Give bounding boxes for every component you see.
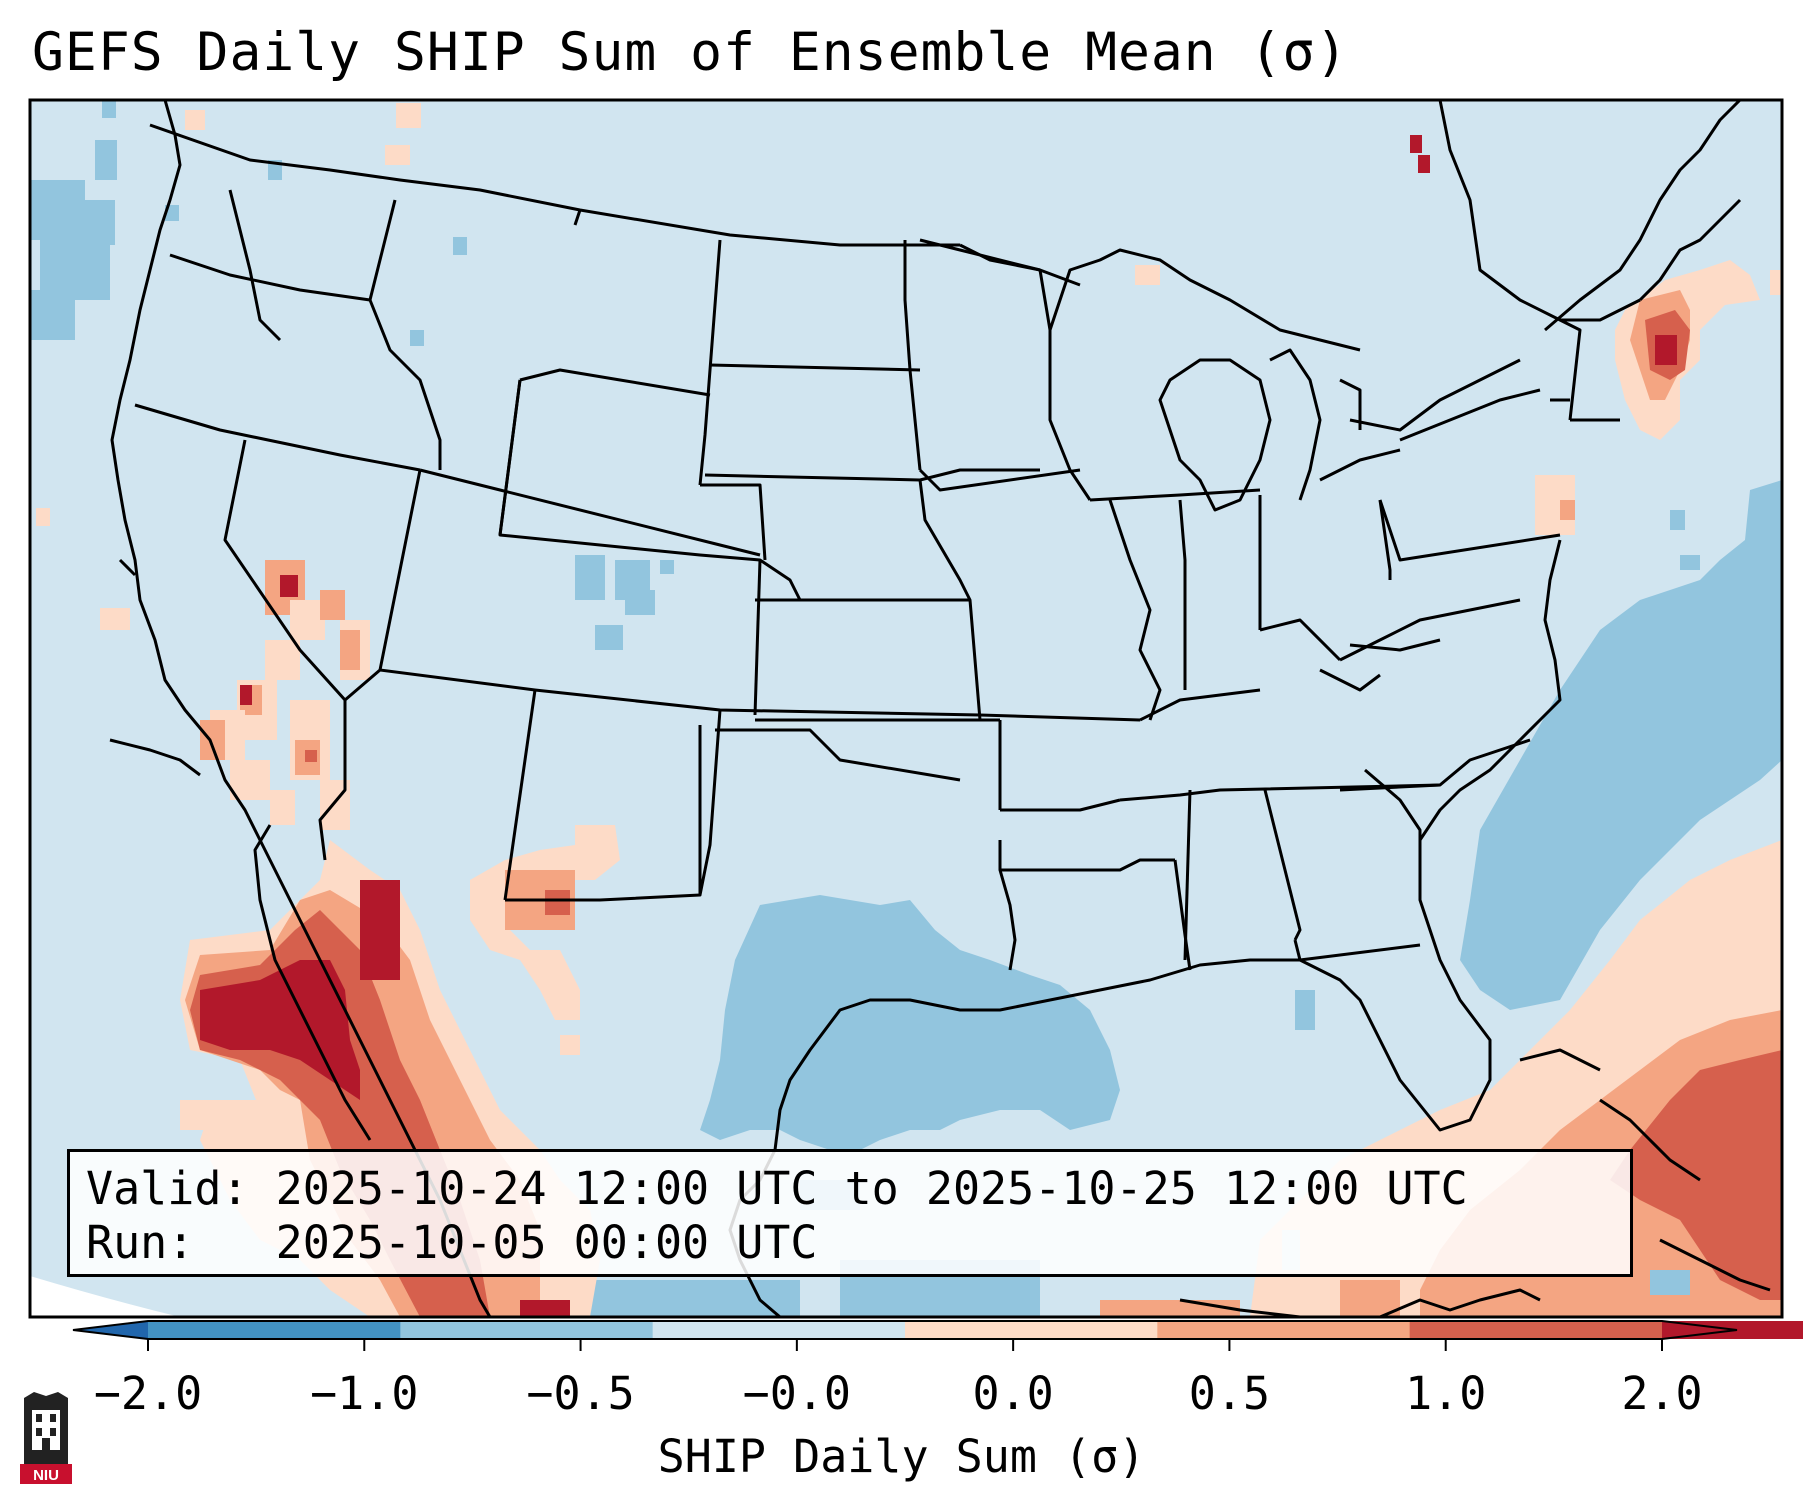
colorbar-tick-label: −2.0 xyxy=(93,1367,203,1420)
niu-logo: NIU xyxy=(20,1392,72,1484)
colorbar-tick-label: 1.0 xyxy=(1405,1367,1487,1420)
state-boundaries xyxy=(110,100,1641,1317)
blue-anomaly-colorado xyxy=(575,555,674,650)
colorbar-segment xyxy=(1157,1321,1411,1339)
blue-anomaly-atlantic xyxy=(1295,480,1782,1030)
colorbar-tick-label: 0.0 xyxy=(972,1367,1054,1420)
colorbar-tick-label: −1.0 xyxy=(310,1367,419,1420)
colorbar-tick-label: 0.5 xyxy=(1188,1367,1271,1420)
colorbar-tick-label: 2.0 xyxy=(1621,1367,1703,1420)
colorbar-label: SHIP Daily Sum (σ) xyxy=(657,1430,1146,1483)
colorbar-segment xyxy=(652,1321,906,1339)
map-frame xyxy=(28,98,1784,1319)
colorbar-segment xyxy=(1409,1321,1663,1339)
map-title: GEFS Daily SHIP Sum of Ensemble Mean (σ) xyxy=(32,22,1349,83)
run-time-line: Run: 2025-10-05 00:00 UTC xyxy=(86,1216,818,1269)
coastlines xyxy=(109,100,1771,1317)
colorbar-segment xyxy=(148,1321,401,1339)
colorbar-extend-low xyxy=(73,1321,148,1339)
colorbar-tick-label: −0.5 xyxy=(526,1367,635,1420)
validity-info-box: Valid: 2025-10-24 12:00 UTC to 2025-10-2… xyxy=(67,1149,1633,1277)
valid-time-line: Valid: 2025-10-24 12:00 UTC to 2025-10-2… xyxy=(86,1162,1468,1215)
colorbar-segment xyxy=(400,1321,654,1339)
colorbar-segment xyxy=(905,1321,1158,1339)
colorbar-extend-high xyxy=(1662,1321,1737,1339)
colorbar xyxy=(72,1320,1803,1351)
niu-logo-text: NIU xyxy=(33,1467,59,1484)
projection-outside-left xyxy=(30,1276,180,1317)
map-plot-area xyxy=(30,100,1782,1317)
colorbar-tick-label: −0.0 xyxy=(742,1367,852,1420)
red-anomaly-new-england xyxy=(185,103,1782,535)
